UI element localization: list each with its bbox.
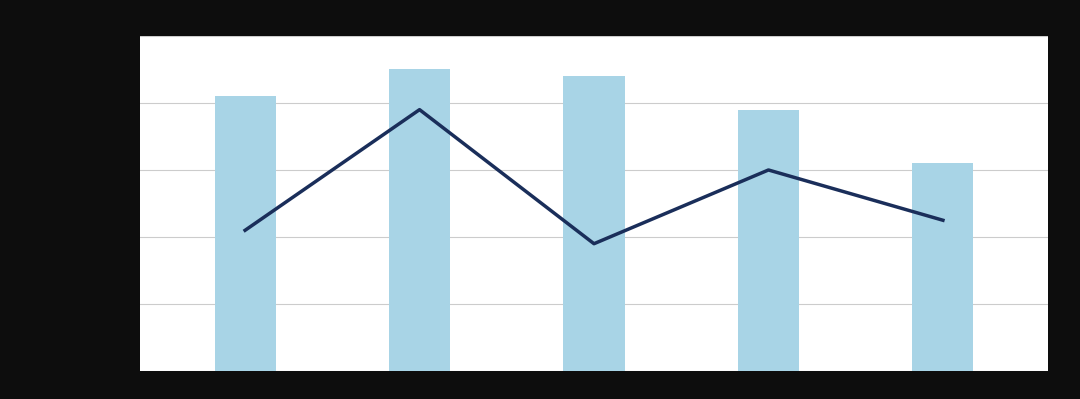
Bar: [913, 163, 973, 371]
Bar: [738, 110, 799, 371]
Bar: [564, 76, 624, 371]
Bar: [215, 96, 275, 371]
Bar: [389, 69, 450, 371]
